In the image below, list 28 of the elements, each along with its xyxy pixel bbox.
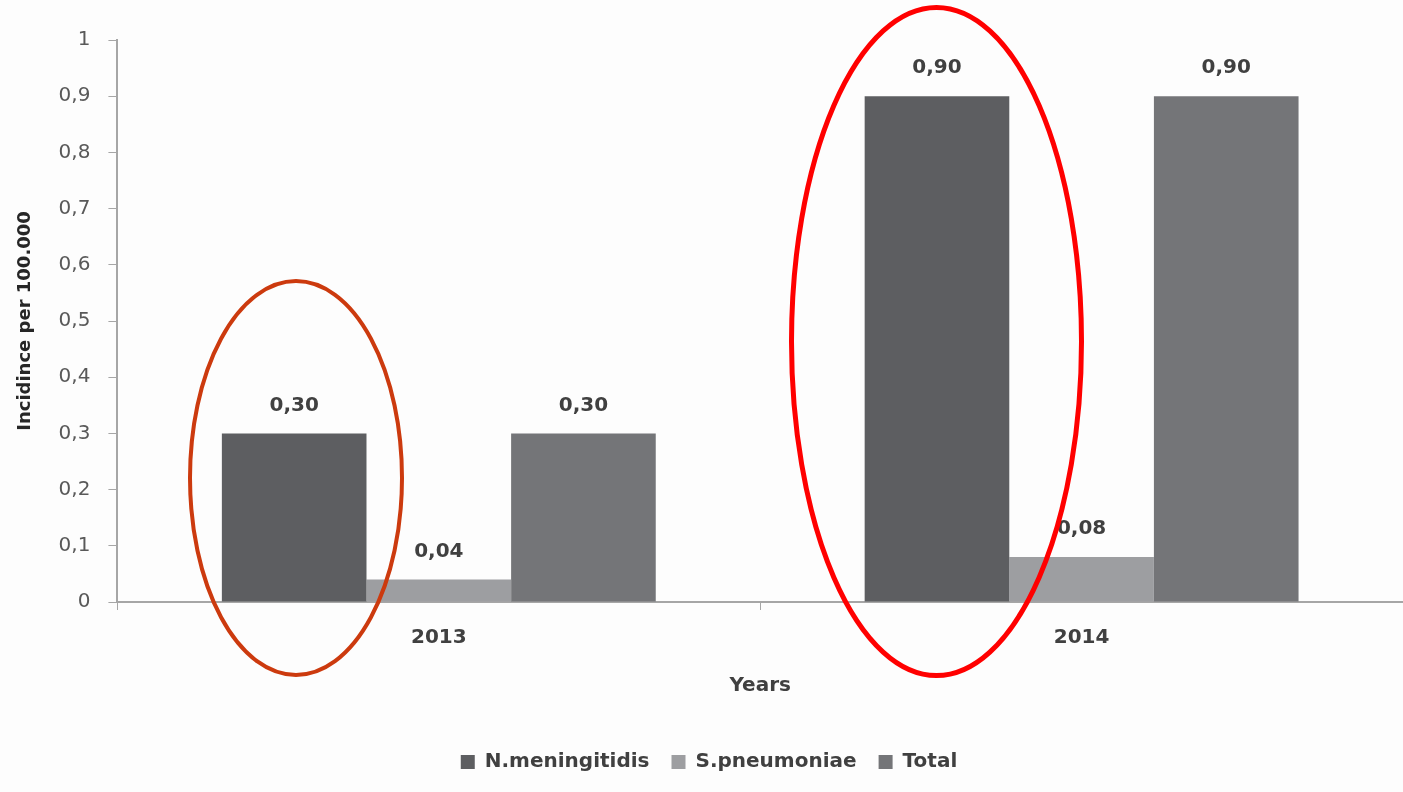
y-tick-label: 0,9 [58, 82, 91, 107]
legend-label: N.meningitidis [484, 748, 650, 773]
data-label: 0,04 [414, 537, 464, 562]
y-tick-label: 0,6 [58, 251, 91, 275]
y-axis-title: Incidince per 100.000 [13, 211, 35, 431]
y-tick-label: 0,2 [58, 475, 91, 500]
y-tick-label: 1 [77, 26, 91, 51]
x-tick-label: 2014 [1053, 624, 1110, 649]
x-tick-label: 2013 [410, 624, 467, 649]
y-tick-label: 0 [77, 588, 91, 613]
y-tick-label: 0,1 [58, 532, 91, 556]
data-label: 0,30 [558, 391, 609, 416]
legend-label: S.pneumoniae [695, 748, 857, 773]
y-tick-label: 0,8 [58, 138, 91, 163]
y-tick-label: 0,4 [58, 363, 91, 388]
bar [1153, 96, 1299, 602]
y-tick-label: 0,5 [58, 307, 91, 332]
y-tick-label: 0,3 [58, 419, 91, 444]
bar [864, 96, 1010, 602]
legend-label: Total [902, 748, 958, 773]
data-label: 0,08 [1056, 515, 1107, 540]
y-tick-label: 0,7 [58, 194, 91, 219]
data-label: 0,90 [912, 54, 962, 79]
data-label: 0,30 [269, 391, 319, 416]
data-label: 0,90 [1201, 54, 1251, 79]
bar [511, 433, 656, 602]
x-axis-title: Years [728, 672, 791, 697]
bar [221, 433, 367, 602]
